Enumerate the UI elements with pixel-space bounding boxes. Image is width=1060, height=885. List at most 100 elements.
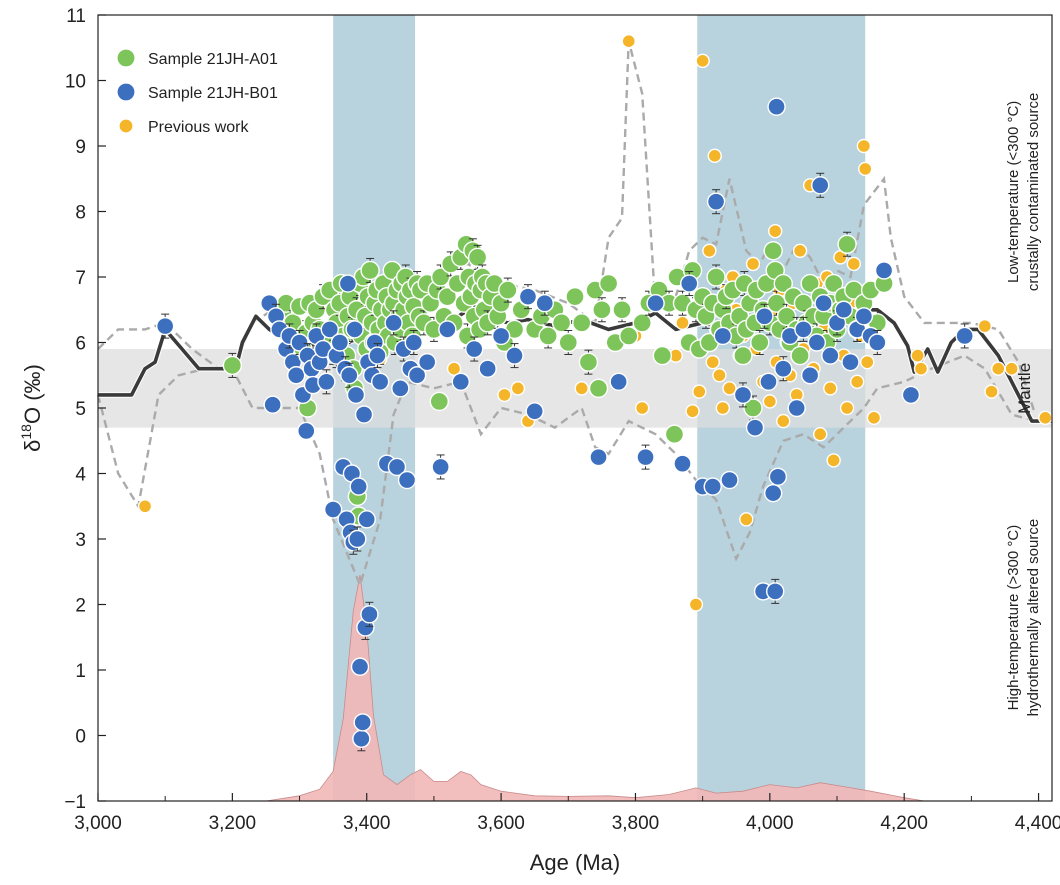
previous-point — [813, 427, 828, 442]
y-tick-label: 10 — [65, 72, 86, 93]
sample-b-point — [320, 320, 339, 339]
sample-a-point — [588, 378, 609, 399]
previous-point — [839, 400, 855, 416]
sample-b-point — [353, 713, 372, 732]
sample-b-point — [854, 307, 874, 326]
x-tick-label: 4,000 — [746, 813, 794, 834]
previous-point — [856, 138, 872, 154]
sample-a-point — [733, 345, 753, 366]
sample-b-point — [417, 352, 437, 372]
kde-area — [265, 574, 925, 802]
previous-point — [634, 400, 650, 416]
previous-point — [846, 256, 862, 272]
sample-a-point — [743, 398, 763, 418]
sample-b-point — [646, 294, 665, 313]
previous-point — [762, 394, 778, 409]
previous-point — [984, 384, 999, 399]
sample-a-point — [437, 286, 458, 307]
sample-a-point — [222, 355, 243, 376]
sample-b-point — [350, 657, 370, 676]
legend-marker-sample-b — [116, 82, 136, 102]
sample-b-point — [397, 470, 417, 490]
sample-b-point — [589, 447, 608, 467]
previous-point — [707, 148, 722, 164]
previous-point — [675, 315, 690, 331]
y-axis-delta: δ — [20, 440, 45, 452]
y-tick-label: 11 — [66, 6, 86, 27]
sample-b-point — [767, 97, 786, 116]
previous-point — [621, 34, 636, 49]
sample-b-point — [745, 418, 765, 437]
sample-a-point — [572, 313, 592, 333]
previous-point — [823, 381, 838, 396]
sample-b-point — [297, 421, 316, 441]
sample-b-point — [766, 582, 785, 601]
x-tick-label: 4,200 — [880, 813, 928, 834]
sample-b-point — [338, 274, 358, 293]
previous-point — [739, 512, 754, 527]
sample-a-point — [632, 313, 652, 333]
sample-a-point — [538, 326, 558, 346]
sample-a-point — [551, 313, 572, 333]
legend-marker-sample-a — [116, 48, 136, 68]
sample-b-point — [345, 320, 364, 339]
sample-a-point — [619, 326, 639, 346]
sample-b-point — [505, 346, 524, 365]
legend: Sample 21JH-A01 Sample 21JH-B01 Previous w… — [116, 48, 278, 136]
sample-b-point — [733, 385, 753, 405]
previous-point — [858, 161, 873, 177]
sample-b-point — [263, 395, 282, 414]
previous-point — [977, 318, 993, 334]
y-tick-label: 2 — [75, 596, 86, 617]
sample-a-point — [837, 234, 857, 254]
legend-label: Sample 21JH-A01 — [148, 51, 278, 68]
previous-point — [688, 597, 704, 612]
y-tick-label: 6 — [75, 334, 86, 355]
sample-b-point — [720, 470, 739, 490]
sample-b-point — [811, 176, 830, 195]
sample-b-point — [491, 326, 511, 346]
sample-a-point — [750, 332, 770, 353]
previous-point — [860, 354, 875, 370]
sample-a-point — [360, 260, 380, 281]
sample-b-point — [814, 294, 833, 313]
sample-b-point — [323, 500, 343, 519]
x-tick-label: 3,600 — [477, 813, 525, 834]
upper-annotation-line2: crustally contaminated source — [1025, 93, 1042, 291]
sample-b-point — [518, 287, 538, 306]
sample-a-point — [706, 267, 726, 287]
side-annotations: Mantle Low-temperature (<300 °C) crustally… — [1005, 93, 1042, 717]
previous-point — [446, 361, 462, 376]
upper-annotation-line1: Low-temperature (<300 °C) — [1005, 101, 1022, 283]
sample-b-point — [290, 333, 309, 352]
x-tick-label: 3,800 — [612, 813, 660, 834]
sample-b-point — [787, 398, 806, 418]
y-tick-label: 4 — [75, 465, 86, 486]
previous-point — [849, 374, 865, 389]
sample-b-point — [841, 352, 860, 372]
previous-point — [776, 413, 791, 429]
sample-b-point — [348, 529, 367, 549]
y-axis-title: δ18O (‰) — [18, 364, 45, 452]
age-density-curve — [265, 574, 925, 802]
sample-b-point — [821, 346, 840, 365]
sample-b-point — [706, 192, 726, 211]
previous-point — [910, 348, 925, 363]
sample-b-point — [354, 405, 374, 424]
sample-b-point — [431, 457, 450, 477]
sample-b-point — [352, 729, 371, 748]
sample-b-point — [834, 300, 853, 319]
sample-b-point — [807, 333, 827, 352]
previous-point — [826, 453, 841, 468]
sample-a-point — [766, 293, 787, 313]
y-axis-superscript: 18 — [18, 424, 34, 440]
y-tick-label: 7 — [75, 268, 86, 289]
previous-point — [510, 381, 526, 396]
sample-b-point — [713, 326, 733, 346]
previous-point — [574, 381, 589, 396]
previous-point — [1038, 410, 1053, 426]
sample-a-point — [612, 300, 632, 320]
sample-b-point — [368, 346, 387, 365]
x-tick-label: 3,200 — [209, 813, 257, 834]
y-tick-label: 1 — [75, 661, 86, 682]
